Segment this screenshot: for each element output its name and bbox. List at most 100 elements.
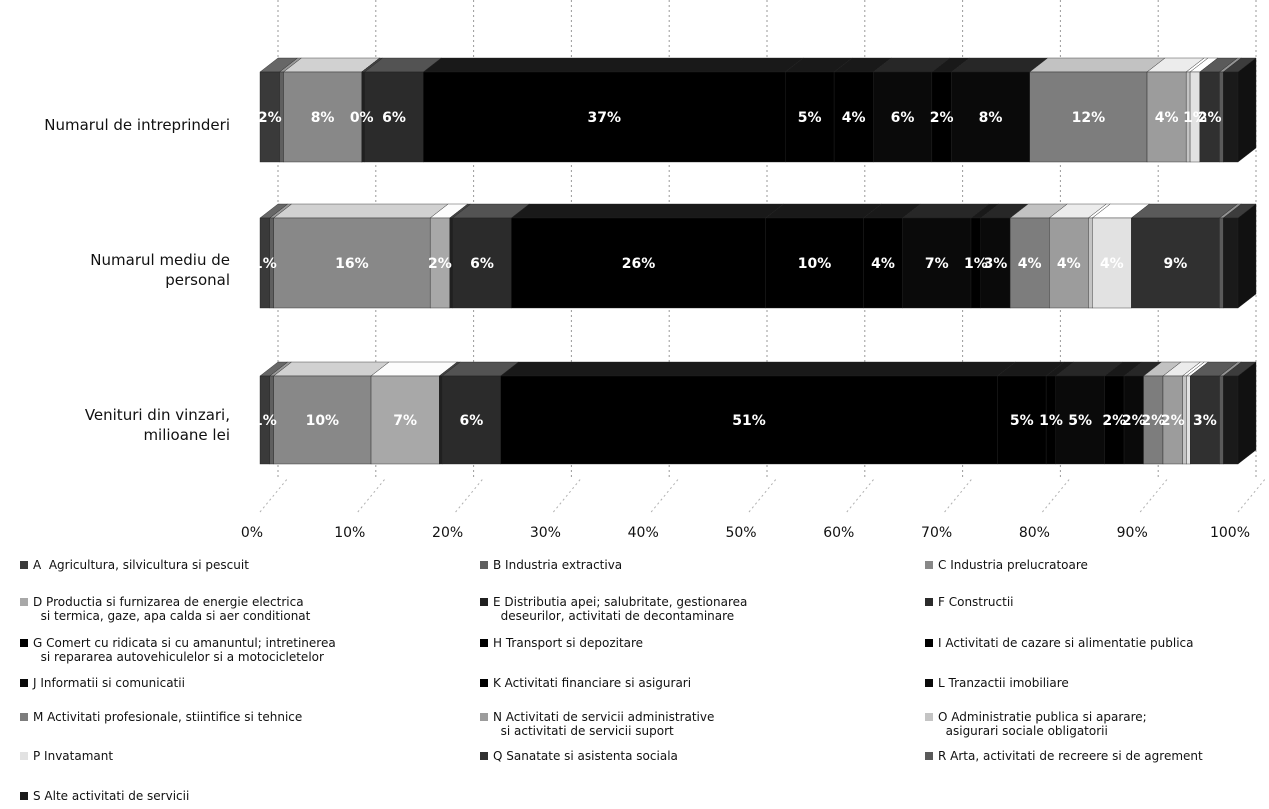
bar-top-face [273,361,390,377]
bar-top-face [765,203,883,219]
data-label: 2% [258,110,282,126]
legend-label: E Distributia apei; salubritate, gestion… [493,595,748,623]
legend-item: E Distributia apei; salubritate, gestion… [480,595,747,623]
legend-swatch [20,752,28,760]
legend-item: D Productia si furnizarea de energie ele… [20,595,310,623]
bar-side-face [1237,361,1257,465]
data-label: 10% [306,413,340,429]
data-label: 4% [1155,110,1179,126]
legend-label: R Arta, activitati de recreere si de agr… [938,749,1203,763]
legend-item: R Arta, activitati de recreere si de agr… [925,749,1203,763]
x-tick-label: 80% [1019,525,1050,541]
category-label: milioane lei [143,426,230,444]
legend: A Agricultura, silvicultura si pescuit B … [0,553,1269,809]
bar-segment [273,375,372,465]
data-label: 6% [459,413,483,429]
legend-swatch [925,561,933,569]
bar-segment [1055,375,1105,465]
legend-swatch [480,598,488,606]
bar-top-face [1029,57,1166,73]
bar-segment [439,375,443,465]
legend-item: B Industria extractiva [480,558,622,572]
bar-segment [273,217,431,309]
legend-swatch [925,752,933,760]
legend-label: H Transport si depozitare [493,636,644,650]
floor-gridline [553,477,582,513]
floor-gridline [357,477,387,513]
data-label: 4% [1018,256,1042,272]
data-label: 1% [1039,413,1063,429]
legend-item: L Tranzactii imobiliare [925,676,1069,690]
bar-segment [1219,375,1224,465]
data-label: 3% [1193,413,1217,429]
x-tick-label: 0% [241,525,263,541]
legend-item: J Informatii si comunicatii [20,676,185,690]
x-tick-label: 30% [530,525,561,541]
legend-label: K Activitati financiare si asigurari [493,676,692,690]
legend-swatch [20,598,28,606]
bar-top-face [510,203,785,219]
data-label: 7% [925,256,949,272]
x-tick-label: 50% [725,525,756,541]
legend-swatch [20,792,28,800]
legend-label: A Agricultura, silvicultura si pescuit [33,558,249,572]
data-label: 16% [335,256,369,272]
bar-segment [1131,217,1220,309]
legend-label: G Comert cu ridicata si cu amanuntul; in… [33,636,336,664]
category-label: personal [165,271,230,289]
legend-label: P Invatamant [33,749,114,763]
bar-side-face [1237,57,1257,163]
legend-swatch [480,713,488,721]
legend-label: S Alte activitati de servicii [33,789,190,803]
legend-swatch [925,598,933,606]
legend-item: M Activitati profesionale, stiintifice s… [20,710,302,724]
bar-segment [997,375,1047,465]
bar-segment [452,217,512,309]
data-label: 4% [1057,256,1081,272]
data-label: 1% [964,256,988,272]
bar-segment [1186,375,1191,465]
legend-label: C Industria prelucratoare [938,558,1088,572]
data-label: 6% [891,110,915,126]
legend-label: L Tranzactii imobiliare [938,676,1069,690]
data-label: 1% [1183,110,1207,126]
bar-segment [765,217,864,309]
legend-label: I Activitati de cazare si alimentatie pu… [938,636,1194,650]
category-label: Numarul mediu de [90,251,230,269]
legend-item: N Activitati de servicii administrative … [480,710,714,738]
x-tick-labels: 0% 10% 20% 30% 40% 50% 60% 70% 80% 90% 100% [241,525,1250,541]
data-label: 10% [798,256,832,272]
legend-swatch [925,639,933,647]
legend-swatch [20,561,28,569]
bar-segment [1223,217,1239,309]
legend-swatch [480,679,488,687]
x-tick-label: 60% [823,525,854,541]
bar-segment [500,375,998,465]
legend-label: F Constructii [938,595,1014,609]
bar-segment [1219,217,1224,309]
legend-swatch [480,752,488,760]
data-label: 8% [311,110,335,126]
bar-segment [1088,217,1093,309]
legend-label: D Productia si furnizarea de energie ele… [33,595,311,623]
legend-item: C Industria prelucratoare [925,558,1088,572]
legend-item: S Alte activitati de servicii [20,789,189,803]
data-label: 5% [1068,413,1092,429]
bar-segment [364,71,424,163]
bar-segment [1223,375,1239,465]
bar-side-face [1237,203,1257,309]
bar-segment [441,375,501,465]
data-label: 2% [428,256,452,272]
bar-top-face [273,203,449,219]
floor-gridline [259,477,289,513]
category-labels: Numarul de intreprinderi Numarul mediu de… [44,116,230,444]
floor-gridline [1042,477,1071,513]
bars: 2% 8% 0% 6% 37% 5% 4% 6% 2% 8% 12% 4% 1%2%1% 16% 2% 6% 2… [253,57,1257,465]
bar-top-face [500,361,1016,377]
legend-swatch [925,713,933,721]
legend-swatch [20,679,28,687]
legend-item: Q Sanatate si asistenta sociala [480,749,678,763]
legend-swatch [925,679,933,687]
data-label: 2% [1102,413,1126,429]
bar-segment [1092,217,1132,309]
